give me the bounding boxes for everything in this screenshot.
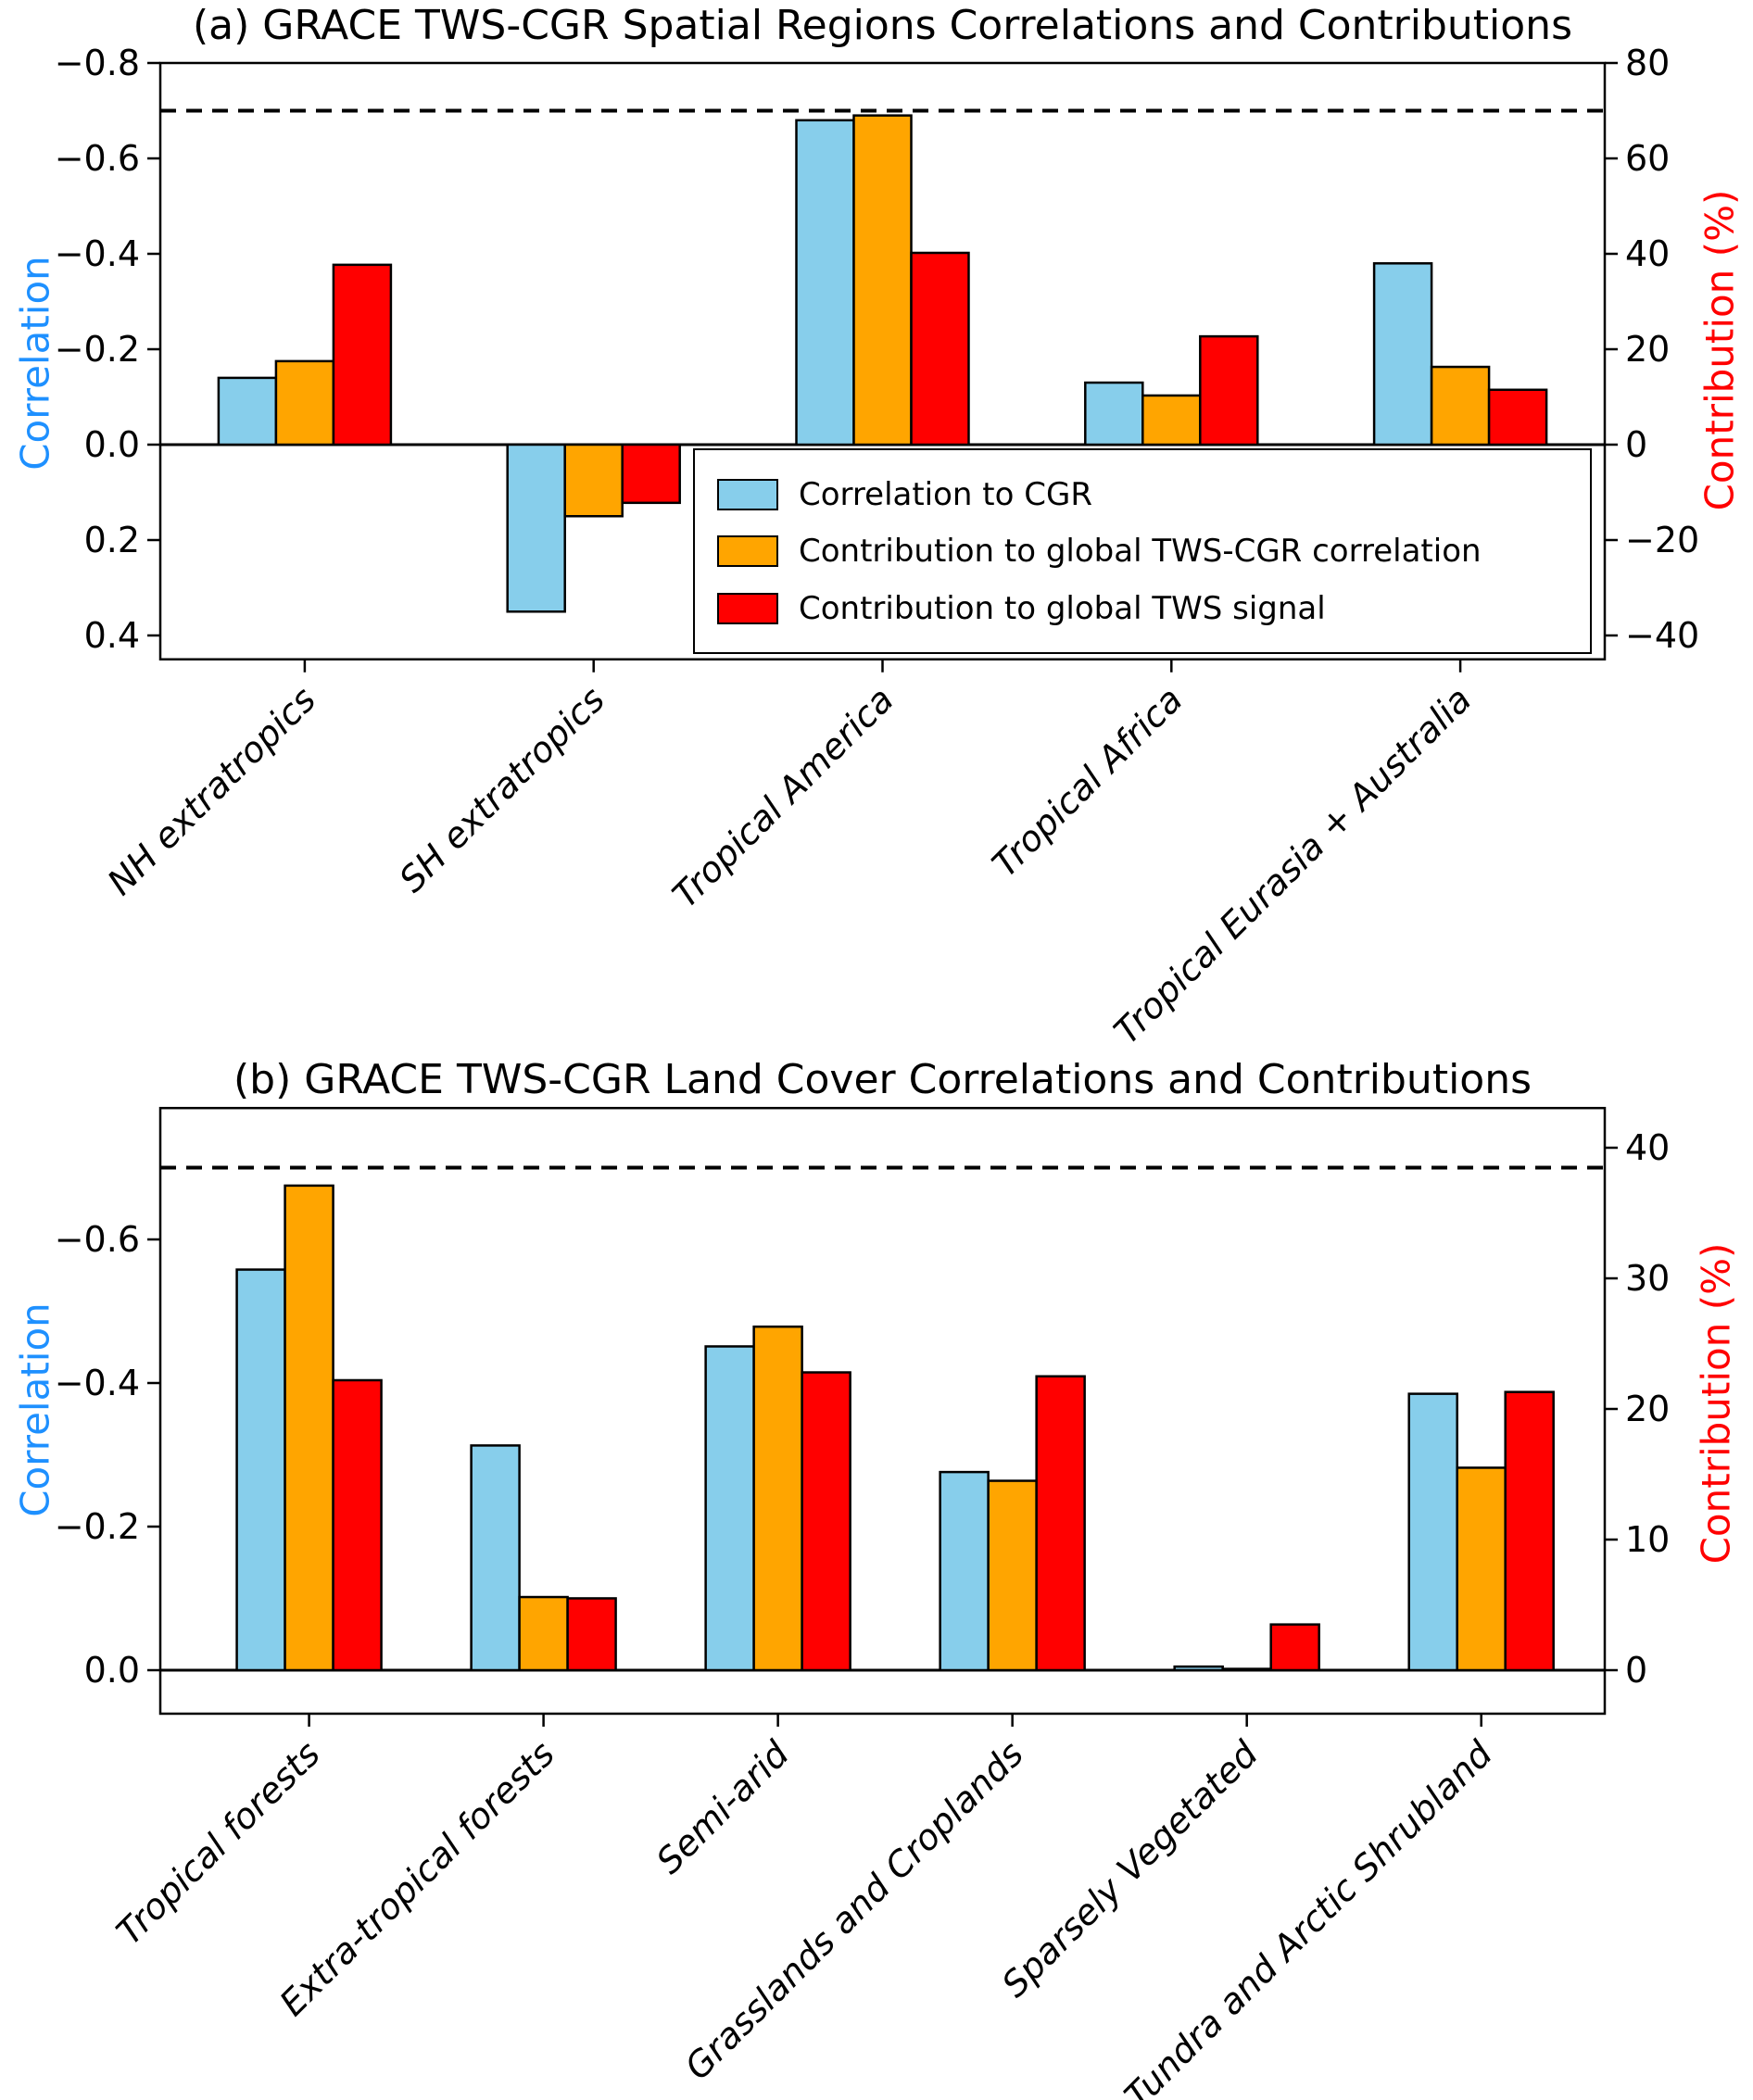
bar-a-tropical-america-series-1 (852, 114, 913, 446)
panel-b-left-axis-label: Correlation (12, 1302, 58, 1517)
bar-b-tropical-forests-series-2 (332, 1378, 383, 1672)
bar-b-sparsely-vegetated-series-0 (1173, 1665, 1224, 1672)
right-tick-label-b-0: 40 (1625, 1127, 1670, 1168)
bar-a-tropical-africa-series-2 (1199, 334, 1259, 446)
left-tick-label-a-5: 0.2 (84, 520, 140, 560)
legend-label-contribution-correlation: Contribution to global TWS-CGR correlati… (799, 533, 1482, 570)
panel-a-right-axis-label: Contribution (%) (1696, 189, 1743, 511)
legend-item-contribution-tws: Contribution to global TWS signal (717, 590, 1590, 627)
panel-b-right-axis-label: Contribution (%) (1693, 1242, 1739, 1565)
left-tick-label-b-0: −0.6 (55, 1219, 140, 1260)
bar-a-tropical-africa-series-1 (1141, 394, 1202, 446)
panel-a: NH extratropics SH extratropics Tropical A… (55, 43, 1699, 1052)
left-tick-label-a-3: −0.2 (55, 329, 140, 370)
bar-a-nh-extratropics-series-2 (332, 263, 393, 446)
left-tick-label-b-3: 0.0 (84, 1650, 140, 1691)
bar-b-tropical-forests-series-1 (284, 1184, 334, 1672)
bar-b-grasslands-and-croplands-series-1 (987, 1479, 1038, 1672)
right-tick-label-a-2: 40 (1625, 233, 1670, 274)
left-tick-label-b-1: −0.4 (55, 1363, 140, 1403)
right-tick-label-a-0: 80 (1625, 43, 1670, 83)
bar-b-extra-tropical-forests-series-2 (566, 1597, 617, 1672)
bar-b-tundra-and-arctic-shrubland-series-2 (1504, 1390, 1555, 1672)
bar-b-extra-tropical-forests-series-1 (518, 1595, 569, 1672)
right-tick-label-b-4: 0 (1625, 1650, 1647, 1691)
legend-swatch-correlation (717, 478, 778, 510)
bar-a-nh-extratropics-series-0 (217, 376, 278, 446)
left-tick-label-a-4: 0.0 (84, 424, 140, 465)
left-tick-label-a-2: −0.4 (55, 233, 140, 274)
bar-b-sparsely-vegetated-series-1 (1221, 1667, 1272, 1672)
panel-a-left-axis-label: Correlation (12, 256, 58, 471)
category-label-b-2: Semi-arid (649, 1733, 798, 1882)
bar-b-extra-tropical-forests-series-0 (470, 1444, 521, 1672)
left-tick-label-b-2: −0.2 (55, 1506, 140, 1547)
panel-a-title: (a) GRACE TWS-CGR Spatial Regions Correl… (193, 2, 1572, 49)
right-tick-label-a-6: −40 (1625, 615, 1699, 656)
bar-a-tropical-africa-series-0 (1084, 381, 1144, 446)
left-tick-label-a-0: −0.8 (55, 43, 140, 83)
legend-label-correlation: Correlation to CGR (799, 475, 1092, 513)
bar-b-sparsely-vegetated-series-2 (1269, 1623, 1320, 1672)
bar-b-semi-arid-series-1 (752, 1325, 803, 1672)
right-tick-label-a-5: −20 (1625, 520, 1699, 560)
bar-a-tropical-eurasia-australia-series-1 (1430, 365, 1491, 446)
axes-frame-b (158, 1106, 1607, 1716)
category-label-b-1: Extra-tropical forests (271, 1733, 562, 2024)
right-tick-label-a-3: 20 (1625, 329, 1670, 370)
bar-b-semi-arid-series-0 (704, 1345, 755, 1672)
category-label-b-4: Sparsely Vegetated (994, 1733, 1267, 2006)
bar-b-semi-arid-series-2 (801, 1371, 851, 1672)
right-tick-label-b-3: 10 (1625, 1519, 1670, 1560)
axes-frame-a (158, 61, 1607, 660)
right-tick-label-a-1: 60 (1625, 138, 1670, 179)
bar-b-grasslands-and-croplands-series-0 (939, 1470, 990, 1672)
bar-a-tropical-eurasia-australia-series-2 (1487, 388, 1548, 446)
plot-area-b (160, 1108, 1605, 1714)
category-label-a-3: Tropical Africa (984, 679, 1190, 885)
bar-a-tropical-eurasia-australia-series-0 (1372, 262, 1433, 446)
category-label-b-5: Tundra and Arctic Shrubland (1116, 1733, 1500, 2100)
legend-swatch-contribution-correlation (717, 535, 778, 567)
right-tick-label-b-2: 20 (1625, 1389, 1670, 1429)
bar-a-tropical-america-series-2 (910, 251, 970, 446)
legend-label-contribution-tws: Contribution to global TWS signal (799, 589, 1326, 627)
legend-item-correlation: Correlation to CGR (717, 476, 1590, 513)
right-tick-label-b-1: 30 (1625, 1258, 1670, 1299)
left-tick-label-a-1: −0.6 (55, 138, 140, 179)
category-label-a-2: Tropical America (664, 679, 902, 916)
category-label-b-0: Tropical forests (108, 1733, 328, 1953)
bar-a-sh-extratropics-series-1 (563, 443, 624, 518)
bar-a-tropical-america-series-0 (795, 119, 855, 446)
right-tick-label-a-4: 0 (1625, 424, 1647, 465)
bar-b-tropical-forests-series-0 (235, 1268, 286, 1672)
bar-b-grasslands-and-croplands-series-2 (1035, 1375, 1086, 1672)
bar-a-sh-extratropics-series-2 (621, 443, 681, 505)
bar-a-sh-extratropics-series-0 (506, 443, 566, 613)
bar-b-tundra-and-arctic-shrubland-series-1 (1456, 1466, 1507, 1672)
bar-a-nh-extratropics-series-1 (274, 359, 335, 446)
legend-swatch-contribution-tws (717, 592, 778, 624)
panel-b-title: (b) GRACE TWS-CGR Land Cover Correlation… (233, 1056, 1532, 1103)
category-label-a-1: SH extratropics (391, 679, 612, 900)
legend-item-contribution-correlation: Contribution to global TWS-CGR correlati… (717, 533, 1590, 570)
category-label-a-0: NH extratropics (99, 679, 323, 903)
legend: Correlation to CGR Contribution to globa… (693, 448, 1592, 654)
left-tick-label-a-6: 0.4 (84, 615, 140, 656)
bar-b-tundra-and-arctic-shrubland-series-0 (1407, 1392, 1458, 1672)
